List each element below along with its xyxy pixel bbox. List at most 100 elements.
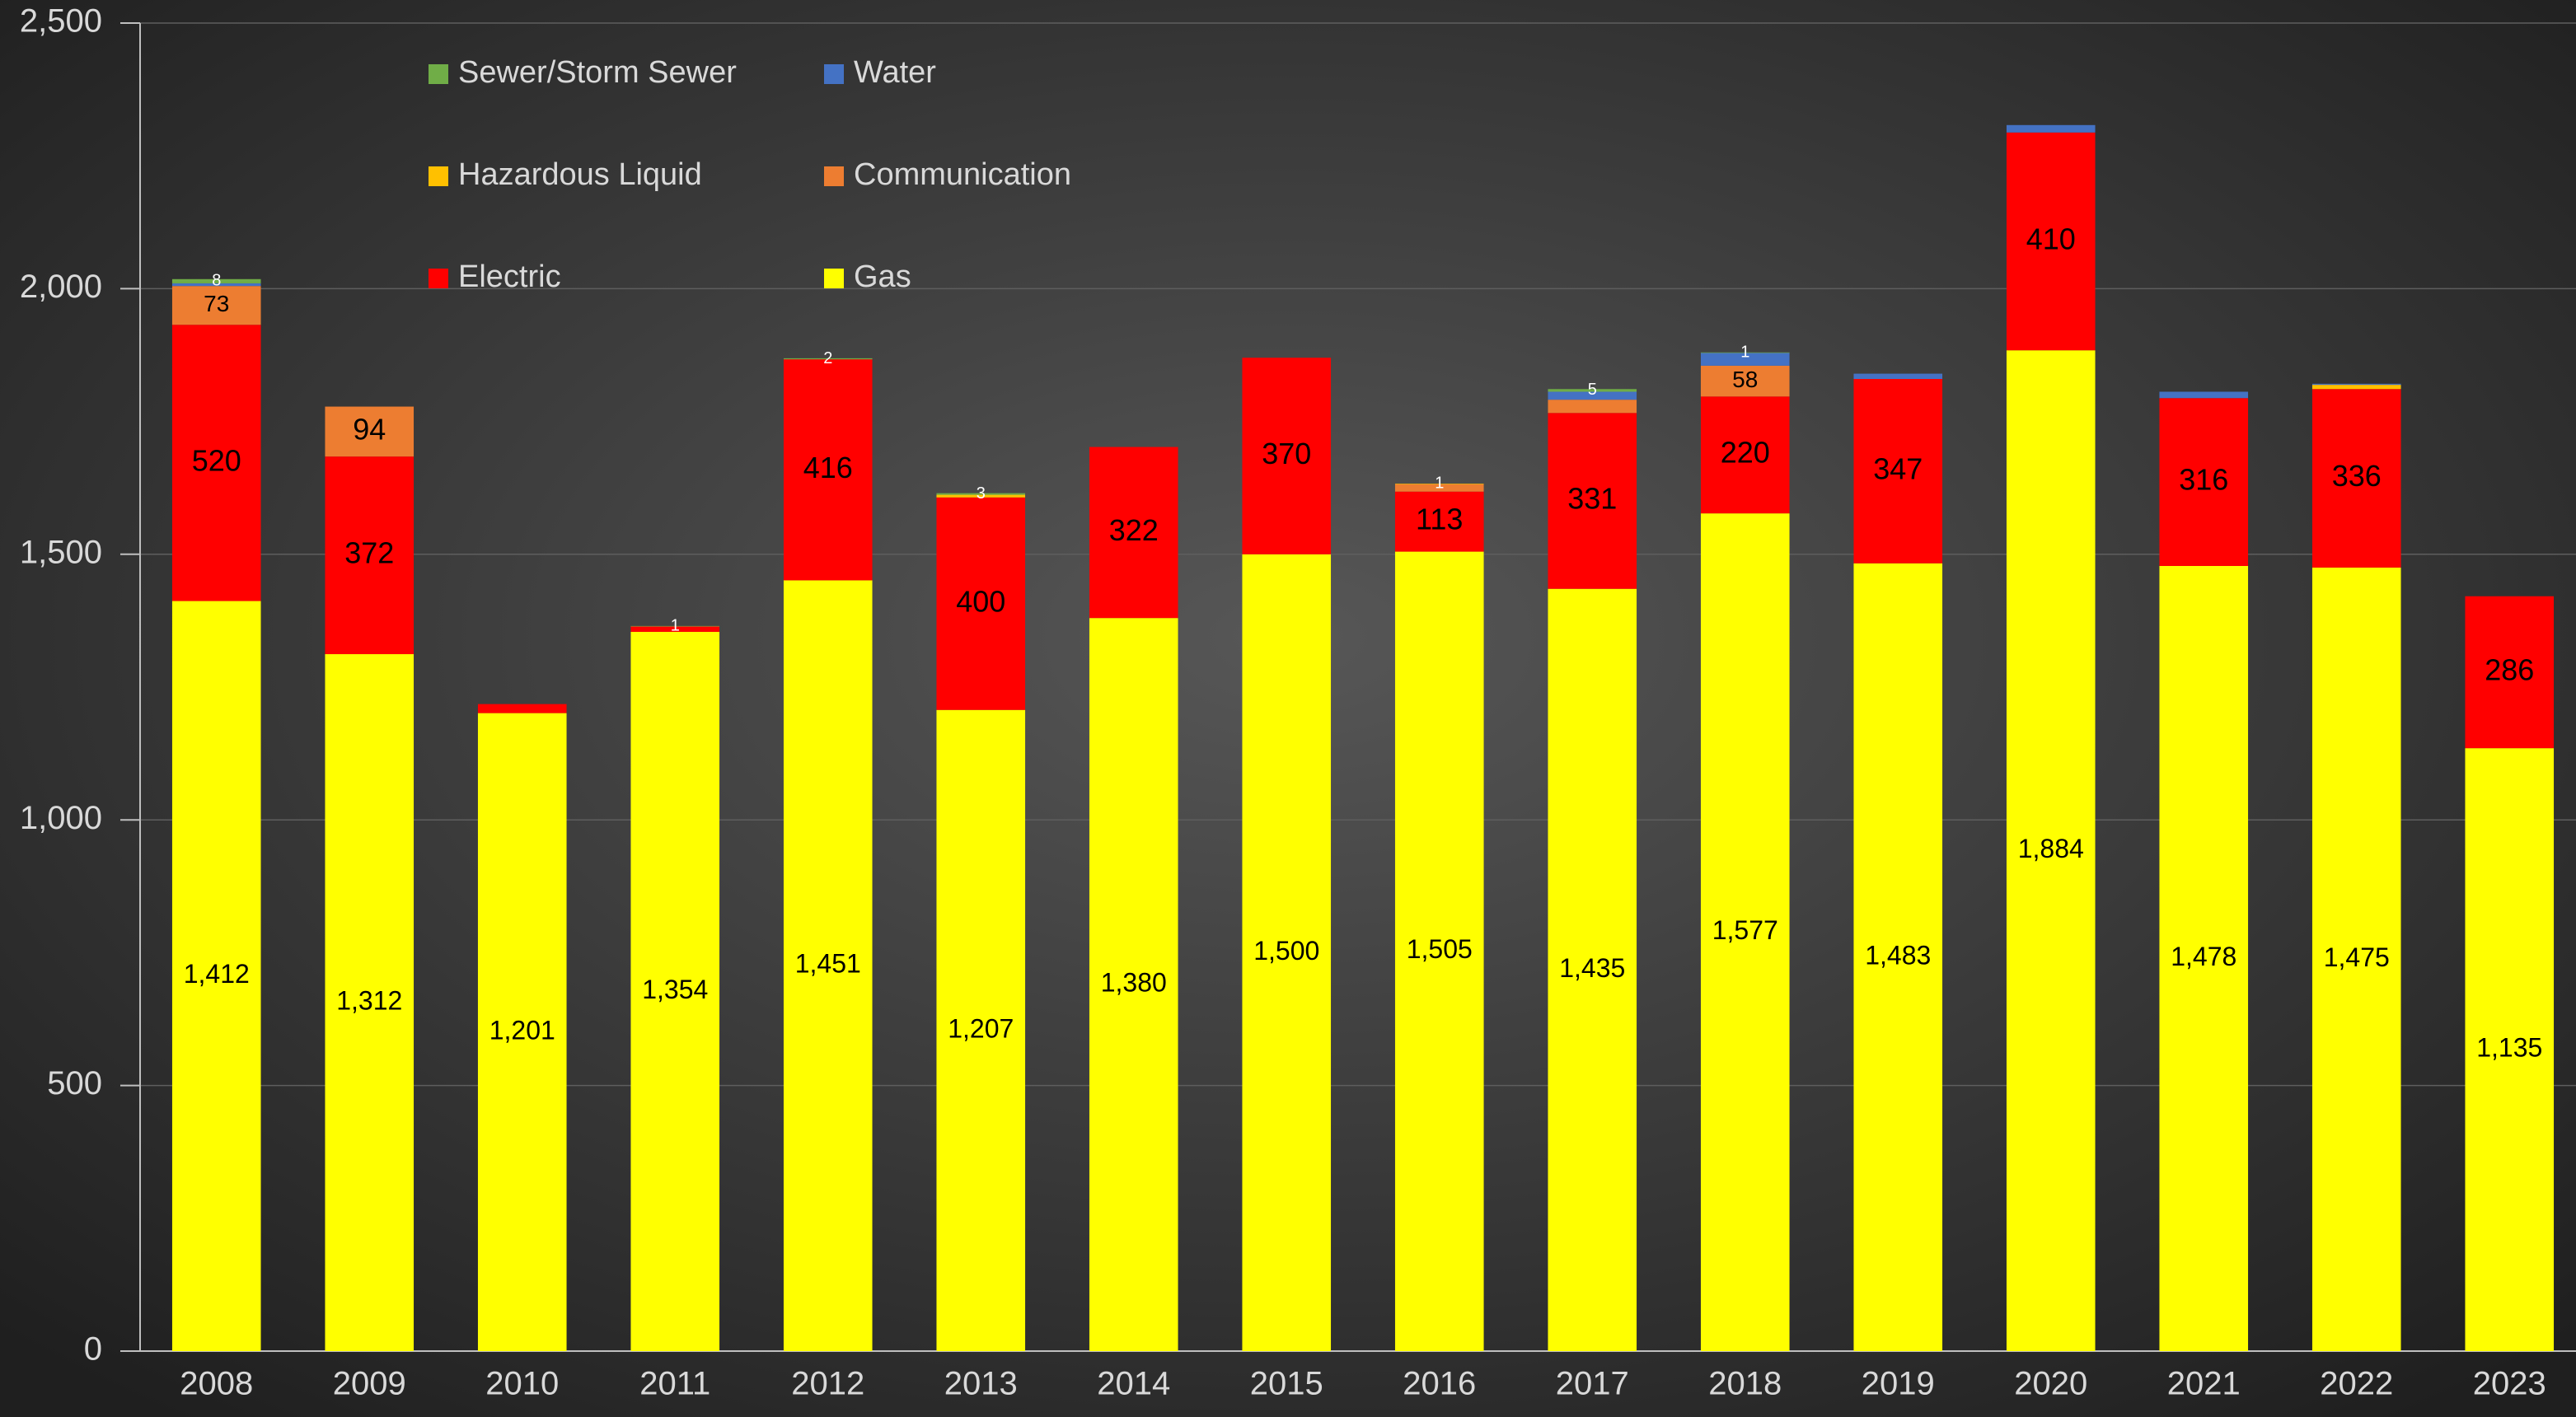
bar-segment xyxy=(1700,396,1790,514)
legend-swatch xyxy=(429,269,448,288)
bar-segment xyxy=(1700,365,1790,397)
bar-segment xyxy=(1700,513,1790,1351)
data-label: 370 xyxy=(1262,437,1311,470)
bar-segment xyxy=(2159,565,2249,1351)
legend-label: Electric xyxy=(458,260,561,294)
bar-segment xyxy=(2465,748,2555,1351)
data-label: 1,483 xyxy=(1865,940,1931,970)
data-label: 416 xyxy=(803,451,853,484)
bar-segment xyxy=(171,278,261,283)
bar-segment xyxy=(1089,447,1178,619)
data-label: 58 xyxy=(1732,367,1758,392)
x-tick-label: 2022 xyxy=(2320,1366,2393,1402)
bar-segment xyxy=(783,358,873,360)
bar-segment xyxy=(1394,484,1484,492)
data-label: 520 xyxy=(192,443,241,477)
data-label: 322 xyxy=(1109,513,1159,547)
data-label: 1,201 xyxy=(489,1015,555,1045)
data-label: 316 xyxy=(2179,463,2228,497)
data-label: 347 xyxy=(1873,451,1923,485)
bar-segment xyxy=(477,713,567,1351)
data-label: 410 xyxy=(2026,222,2076,256)
data-label: 1,380 xyxy=(1101,968,1167,998)
legend-swatch xyxy=(824,64,844,84)
data-label: 400 xyxy=(956,584,1005,618)
y-tick-label: 2,000 xyxy=(20,269,102,305)
bar-segment xyxy=(1853,373,1943,380)
x-tick-label: 2013 xyxy=(944,1366,1018,1402)
x-tick-label: 2016 xyxy=(1403,1366,1476,1402)
y-tick-label: 2,500 xyxy=(20,3,102,40)
data-label: 1,354 xyxy=(642,975,708,1004)
x-tick-label: 2019 xyxy=(1862,1366,1935,1402)
legend-label: Water xyxy=(854,55,936,90)
data-label: 372 xyxy=(344,536,394,570)
bar-segment xyxy=(630,631,720,1351)
data-label: 336 xyxy=(2332,459,2382,493)
bar-segment xyxy=(1548,400,1637,414)
bar-segment xyxy=(1089,618,1178,1351)
bar-segment xyxy=(2006,124,2096,133)
bar-segment xyxy=(2311,383,2401,386)
bar-segment xyxy=(1548,413,1637,589)
data-label: 5 xyxy=(1588,381,1597,399)
bar-segment xyxy=(1394,551,1484,1351)
data-label: 1,884 xyxy=(2018,834,2084,863)
x-tick-label: 2012 xyxy=(791,1366,864,1402)
y-tick-label: 0 xyxy=(84,1331,102,1368)
x-tick-label: 2021 xyxy=(2167,1366,2241,1402)
bar-segment xyxy=(1853,379,1943,564)
bar-segment xyxy=(171,286,261,325)
legend-label: Communication xyxy=(854,157,1071,192)
bar-segment xyxy=(1700,353,1790,366)
data-label: 3 xyxy=(977,484,986,503)
legend-swatch xyxy=(824,166,844,186)
x-tick-label: 2015 xyxy=(1250,1366,1323,1402)
y-tick-label: 1,500 xyxy=(20,534,102,570)
data-label: 1,475 xyxy=(2324,942,2390,972)
bar-segment xyxy=(2159,398,2249,566)
bar-segment xyxy=(630,625,720,627)
bar-segment xyxy=(783,580,873,1351)
bar-segment xyxy=(477,704,567,713)
x-tick-label: 2011 xyxy=(639,1366,710,1402)
data-label: 1 xyxy=(671,616,680,634)
data-label: 8 xyxy=(212,272,221,290)
x-tick-label: 2020 xyxy=(2014,1366,2087,1402)
x-tick-label: 2008 xyxy=(180,1366,253,1402)
data-label: 1,312 xyxy=(336,985,402,1015)
data-label: 1,435 xyxy=(1559,953,1625,983)
bar-segment xyxy=(2311,567,2401,1351)
bar-segment xyxy=(1548,588,1637,1351)
bar-segment xyxy=(325,456,415,655)
data-label: 1,478 xyxy=(2171,942,2236,971)
legend-swatch xyxy=(824,269,844,288)
data-label: 286 xyxy=(2485,652,2534,686)
legend-label: Hazardous Liquid xyxy=(458,157,702,192)
data-label: 1 xyxy=(1435,475,1444,493)
bar-segment xyxy=(171,325,261,601)
bar-segment xyxy=(936,709,1026,1351)
legend-label: Gas xyxy=(854,260,911,294)
data-label: 1,135 xyxy=(2476,1033,2542,1063)
bar-segment xyxy=(171,601,261,1351)
legend-swatch xyxy=(429,64,448,84)
data-label: 1,500 xyxy=(1253,936,1319,966)
data-label: 113 xyxy=(1416,503,1463,536)
bar-segment xyxy=(936,494,1026,498)
x-tick-label: 2014 xyxy=(1097,1366,1170,1402)
legend-swatch xyxy=(429,166,448,186)
bar-segment xyxy=(2311,385,2401,390)
data-label: 1 xyxy=(1740,343,1749,361)
data-label: 2 xyxy=(823,349,832,367)
x-tick-label: 2018 xyxy=(1708,1366,1782,1402)
data-label: 1,505 xyxy=(1407,934,1473,964)
x-tick-label: 2009 xyxy=(333,1366,406,1402)
bar-segment xyxy=(2006,132,2096,351)
bar-segment xyxy=(2159,391,2249,399)
bar-segment xyxy=(171,283,261,287)
data-label: 331 xyxy=(1567,482,1617,516)
x-tick-label: 2023 xyxy=(2473,1366,2546,1402)
data-label: 220 xyxy=(1721,436,1770,470)
